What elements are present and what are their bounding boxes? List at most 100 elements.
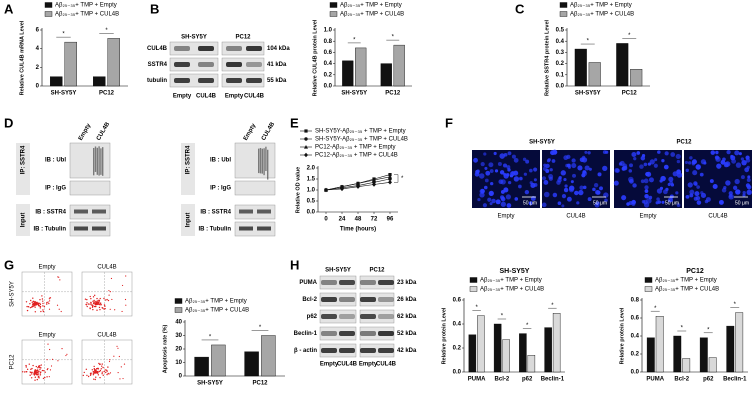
blot-box	[234, 142, 276, 179]
group-label: Empty	[497, 214, 514, 220]
nucleus	[628, 169, 633, 173]
event	[48, 376, 50, 378]
event	[96, 302, 98, 304]
marker	[388, 174, 392, 179]
nucleus	[622, 163, 628, 169]
blot-band	[321, 314, 337, 319]
event	[125, 304, 127, 306]
nucleus	[500, 201, 506, 207]
event	[33, 305, 35, 307]
blot-band	[74, 209, 88, 214]
blot-band	[226, 46, 242, 51]
nucleus	[483, 185, 488, 190]
legend-swatch	[644, 277, 653, 283]
nucleus	[700, 192, 707, 199]
event	[90, 297, 92, 300]
nucleus	[675, 191, 679, 195]
legend-label: Aβ₂₅₋₃₅+ TMP + Empty	[655, 278, 717, 284]
nucleus	[614, 167, 620, 173]
event	[91, 305, 94, 308]
event	[25, 366, 27, 368]
event	[42, 310, 45, 313]
event	[94, 378, 96, 381]
event	[106, 373, 108, 376]
bar	[708, 357, 717, 373]
legend-swatch	[174, 298, 183, 304]
y-axis-label: Relative SSTR4 protein Level	[544, 19, 550, 96]
bar	[682, 358, 691, 373]
event	[121, 284, 124, 287]
marker	[356, 184, 360, 189]
smear	[267, 149, 269, 180]
cell-line-label: PC12	[10, 354, 16, 370]
blot-band	[378, 331, 394, 336]
nucleus	[584, 165, 590, 171]
event	[65, 354, 67, 357]
nucleus	[687, 161, 692, 165]
event	[33, 302, 36, 304]
nucleus	[506, 203, 512, 208]
nucleus	[621, 195, 627, 201]
input-label: Input	[186, 213, 192, 228]
panel-letter: A	[4, 1, 14, 16]
nucleus	[603, 192, 609, 198]
nucleus	[579, 185, 584, 190]
blot-band	[360, 280, 376, 285]
nucleus	[735, 162, 742, 168]
event	[21, 371, 24, 373]
blot-band	[339, 331, 355, 336]
y-axis-label: Apoptosis rate (%)	[162, 325, 168, 374]
nucleus	[518, 184, 522, 189]
legend-label: Aβ₂₅₋₃₅+ TMP + CUL4B	[570, 12, 634, 18]
bar	[468, 334, 477, 373]
nucleus	[500, 179, 506, 185]
event	[100, 368, 103, 370]
bar	[380, 63, 392, 87]
event	[42, 377, 45, 380]
nucleus	[709, 179, 714, 184]
nucleus	[655, 201, 659, 205]
x-tick-label: 0	[324, 217, 328, 223]
nucleus	[552, 192, 558, 198]
nucleus	[514, 197, 519, 201]
event	[93, 299, 95, 302]
nucleus	[522, 157, 527, 162]
event	[34, 304, 37, 306]
event	[98, 362, 100, 365]
event	[48, 302, 50, 305]
nucleus	[734, 178, 740, 185]
y-tick-label: 40	[175, 320, 182, 326]
y-tick-label: 0.5	[556, 28, 565, 34]
nucleus	[699, 172, 704, 177]
smear	[94, 146, 97, 172]
nucleus	[676, 203, 681, 207]
nucleus	[631, 201, 636, 206]
bar	[244, 351, 259, 377]
ib-label: IB : Tubulin	[33, 227, 66, 233]
blot-band	[360, 297, 376, 302]
event	[90, 372, 92, 374]
y-axis-label: Relative OD value	[295, 167, 301, 213]
event	[96, 297, 98, 300]
event	[94, 305, 97, 308]
event	[34, 376, 37, 378]
nucleus	[563, 155, 569, 161]
blot-size-label: 52 kDa	[397, 331, 417, 337]
nucleus	[519, 176, 523, 181]
event	[89, 374, 92, 376]
event	[87, 375, 90, 378]
event	[86, 374, 88, 377]
bar	[699, 337, 708, 373]
event	[98, 301, 100, 303]
label-bg	[181, 204, 195, 236]
blot-band	[360, 348, 376, 353]
event	[39, 302, 41, 305]
event	[47, 343, 49, 345]
legend-label: SH-SY5Y-Aβ₂₅₋₃₅ + TMP + CUL4B	[315, 137, 408, 143]
event	[102, 366, 104, 369]
blot-size-label: 55 kDa	[267, 78, 287, 84]
group-label: CUL4B	[566, 214, 585, 220]
event	[24, 371, 26, 373]
cell-line-label: PC12	[235, 35, 251, 41]
event	[60, 310, 62, 313]
